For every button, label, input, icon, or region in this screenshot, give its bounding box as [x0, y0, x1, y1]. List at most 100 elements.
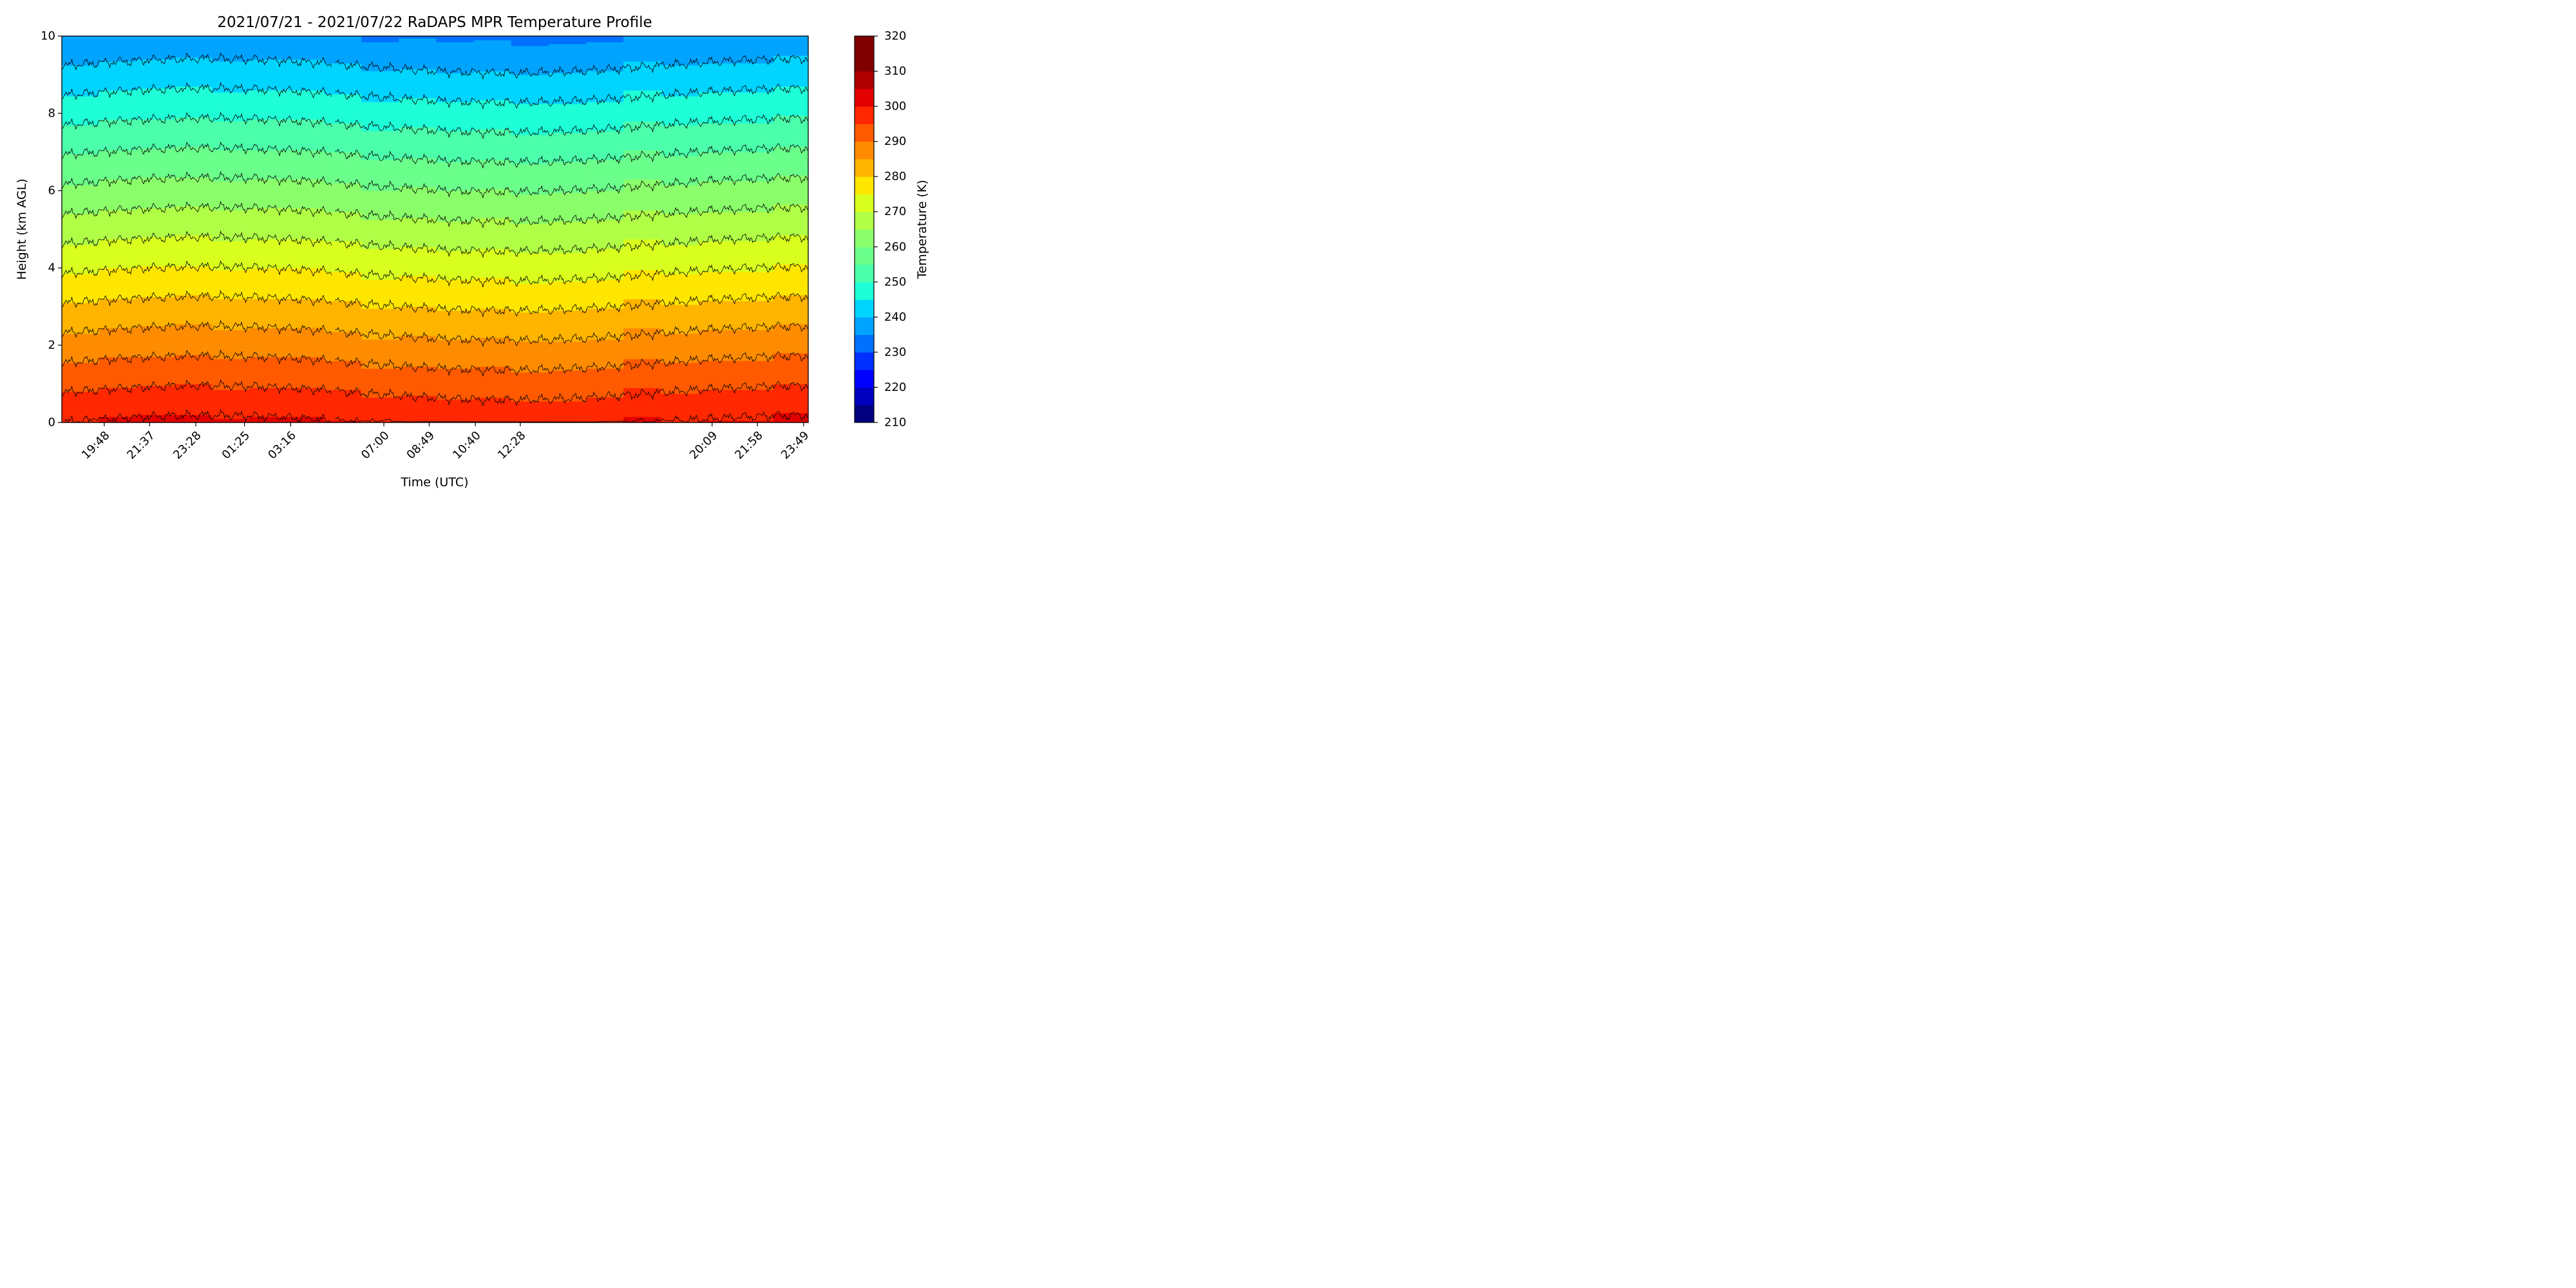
- contour-cell-3885: [773, 256, 809, 259]
- contour-cell-497: [137, 233, 175, 236]
- contour-cell-3102: [623, 223, 661, 226]
- contour-cell-603: [174, 415, 213, 417]
- contour-cell-2365: [473, 102, 512, 104]
- contour-cell-2170: [436, 92, 475, 95]
- contour-cell-1219: [286, 384, 325, 386]
- contour-cell-115: [62, 198, 100, 201]
- contour-cell-1197: [249, 40, 287, 43]
- contour-cell-3330: [661, 169, 699, 172]
- contour-cell-133: [62, 164, 100, 166]
- contour-cell-3642: [735, 339, 774, 342]
- contour-cell-1932: [399, 166, 437, 168]
- contour-cell-184: [62, 65, 100, 68]
- contour-cell-1110: [249, 208, 287, 211]
- contour-cell-208: [99, 405, 137, 408]
- contour-cell-2451: [511, 322, 549, 325]
- contour-line-265-1: [335, 202, 808, 228]
- contour-cell-3643: [735, 337, 774, 340]
- contour-cell-2512: [511, 204, 549, 207]
- contour-cell-3138: [623, 154, 661, 156]
- contour-cell-2596: [511, 42, 549, 44]
- contour-cell-1022: [249, 378, 287, 381]
- contour-cell-2209: [473, 403, 512, 406]
- contour-cell-2736: [548, 158, 587, 160]
- contour-cell-3288: [661, 251, 699, 253]
- contour-cell-2371: [473, 90, 512, 93]
- contour-cell-550: [137, 131, 175, 133]
- contour-cell-3189: [623, 55, 661, 58]
- contour-cell-3159: [623, 113, 661, 116]
- contour-cell-1438: [324, 347, 362, 350]
- contour-cell-1592: [324, 50, 362, 52]
- contour-cell-224: [99, 374, 137, 377]
- contour-cell-1822: [399, 378, 437, 381]
- contour-cell-2909: [586, 210, 624, 213]
- contour-cell-983: [211, 67, 250, 70]
- contour-cell-3550: [698, 131, 737, 133]
- contour-cell-1315: [286, 198, 325, 201]
- contour-cell-556: [137, 119, 175, 122]
- contour-cell-1700: [361, 227, 399, 230]
- contour-cell-207: [99, 407, 137, 410]
- contour-cell-3021: [623, 380, 661, 383]
- contour-cell-1587: [324, 59, 362, 62]
- contour-cell-933: [211, 164, 250, 166]
- contour-cell-3510: [698, 208, 737, 211]
- contour-cell-318: [99, 193, 137, 195]
- contour-cell-3884: [773, 258, 809, 261]
- contour-cell-1411: [324, 399, 362, 402]
- contour-cell-32: [62, 359, 100, 361]
- contour-cell-2992: [586, 50, 624, 52]
- contour-cell-1148: [249, 135, 287, 137]
- contour-cell-1421: [324, 380, 362, 383]
- contour-cell-2479: [511, 268, 549, 270]
- contour-cell-2274: [473, 278, 512, 280]
- contour-cell-3454: [698, 316, 737, 319]
- contour-cell-3332: [661, 166, 699, 168]
- contour-cell-3514: [698, 200, 737, 203]
- contour-cell-3587: [698, 59, 737, 62]
- contour-cell-3978: [773, 77, 809, 79]
- contour-cell-1300: [286, 227, 325, 230]
- contour-cell-3903: [773, 222, 809, 224]
- contour-cell-1076: [249, 274, 287, 276]
- contour-cell-1205: [286, 411, 325, 413]
- contour-cell-2651: [548, 322, 587, 325]
- contour-cell-3818: [773, 386, 809, 388]
- contour-cell-3233: [661, 357, 699, 359]
- contour-cell-3384: [661, 65, 699, 68]
- contour-cell-646: [174, 332, 213, 334]
- contour-cell-3484: [698, 258, 737, 261]
- contour-cell-1247: [286, 330, 325, 332]
- contour-cell-1468: [324, 289, 362, 292]
- contour-cell-1953: [399, 125, 437, 128]
- contour-line-295-1: [335, 381, 808, 406]
- contour-cell-939: [211, 152, 250, 155]
- contour-cell-3687: [735, 252, 774, 255]
- contour-cell-3713: [735, 202, 774, 205]
- contour-cell-3887: [773, 252, 809, 255]
- contour-cell-2887: [586, 252, 624, 255]
- contour-cell-1904: [399, 220, 437, 222]
- contour-cell-229: [99, 365, 137, 367]
- contour-cell-1487: [324, 252, 362, 255]
- contour-cell-3209: [661, 403, 699, 406]
- contour-cell-452: [137, 320, 175, 323]
- contour-cell-283: [99, 260, 137, 263]
- contour-cell-1389: [286, 55, 325, 58]
- contour-cell-3022: [623, 378, 661, 381]
- contour-cell-261: [99, 303, 137, 305]
- contour-cell-2553: [511, 125, 549, 128]
- contour-cell-3536: [698, 158, 737, 160]
- contour-cell-2203: [473, 415, 512, 417]
- contour-cell-3444: [698, 336, 737, 338]
- contour-cell-2179: [436, 75, 475, 77]
- contour-cell-91: [62, 245, 100, 247]
- contour-cell-3534: [698, 162, 737, 164]
- contour-cell-604: [174, 413, 213, 415]
- contour-cell-504: [137, 220, 175, 222]
- contour-cell-96: [62, 235, 100, 238]
- contour-cell-3256: [661, 312, 699, 315]
- contour-cell-2473: [511, 279, 549, 282]
- contour-cell-855: [211, 314, 250, 317]
